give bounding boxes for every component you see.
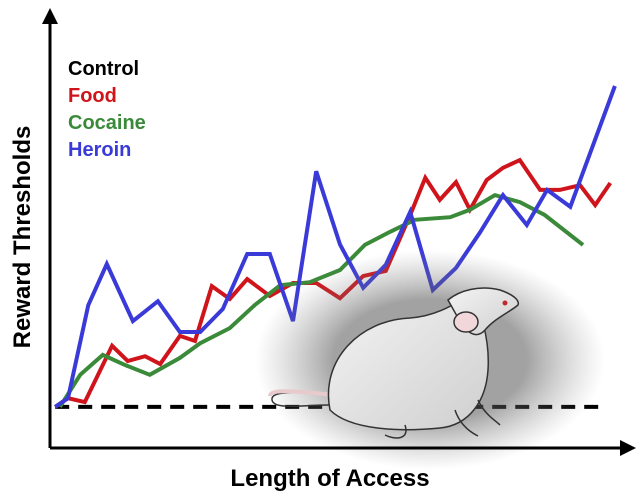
legend-entry: Food (68, 85, 117, 107)
y-axis-arrow (42, 8, 58, 24)
chart: Length of Access Reward Thresholds Contr… (0, 0, 640, 498)
x-axis-arrow (620, 440, 636, 456)
legend: Control Food Cocaine Heroin (68, 58, 146, 161)
rat-illustration (255, 250, 605, 470)
legend-entry: Cocaine (68, 112, 146, 134)
legend-entry: Control (68, 58, 139, 80)
x-axis-label: Length of Access (230, 465, 429, 492)
y-axis-label: Reward Thresholds (9, 126, 36, 349)
legend-entry: Heroin (68, 139, 131, 161)
